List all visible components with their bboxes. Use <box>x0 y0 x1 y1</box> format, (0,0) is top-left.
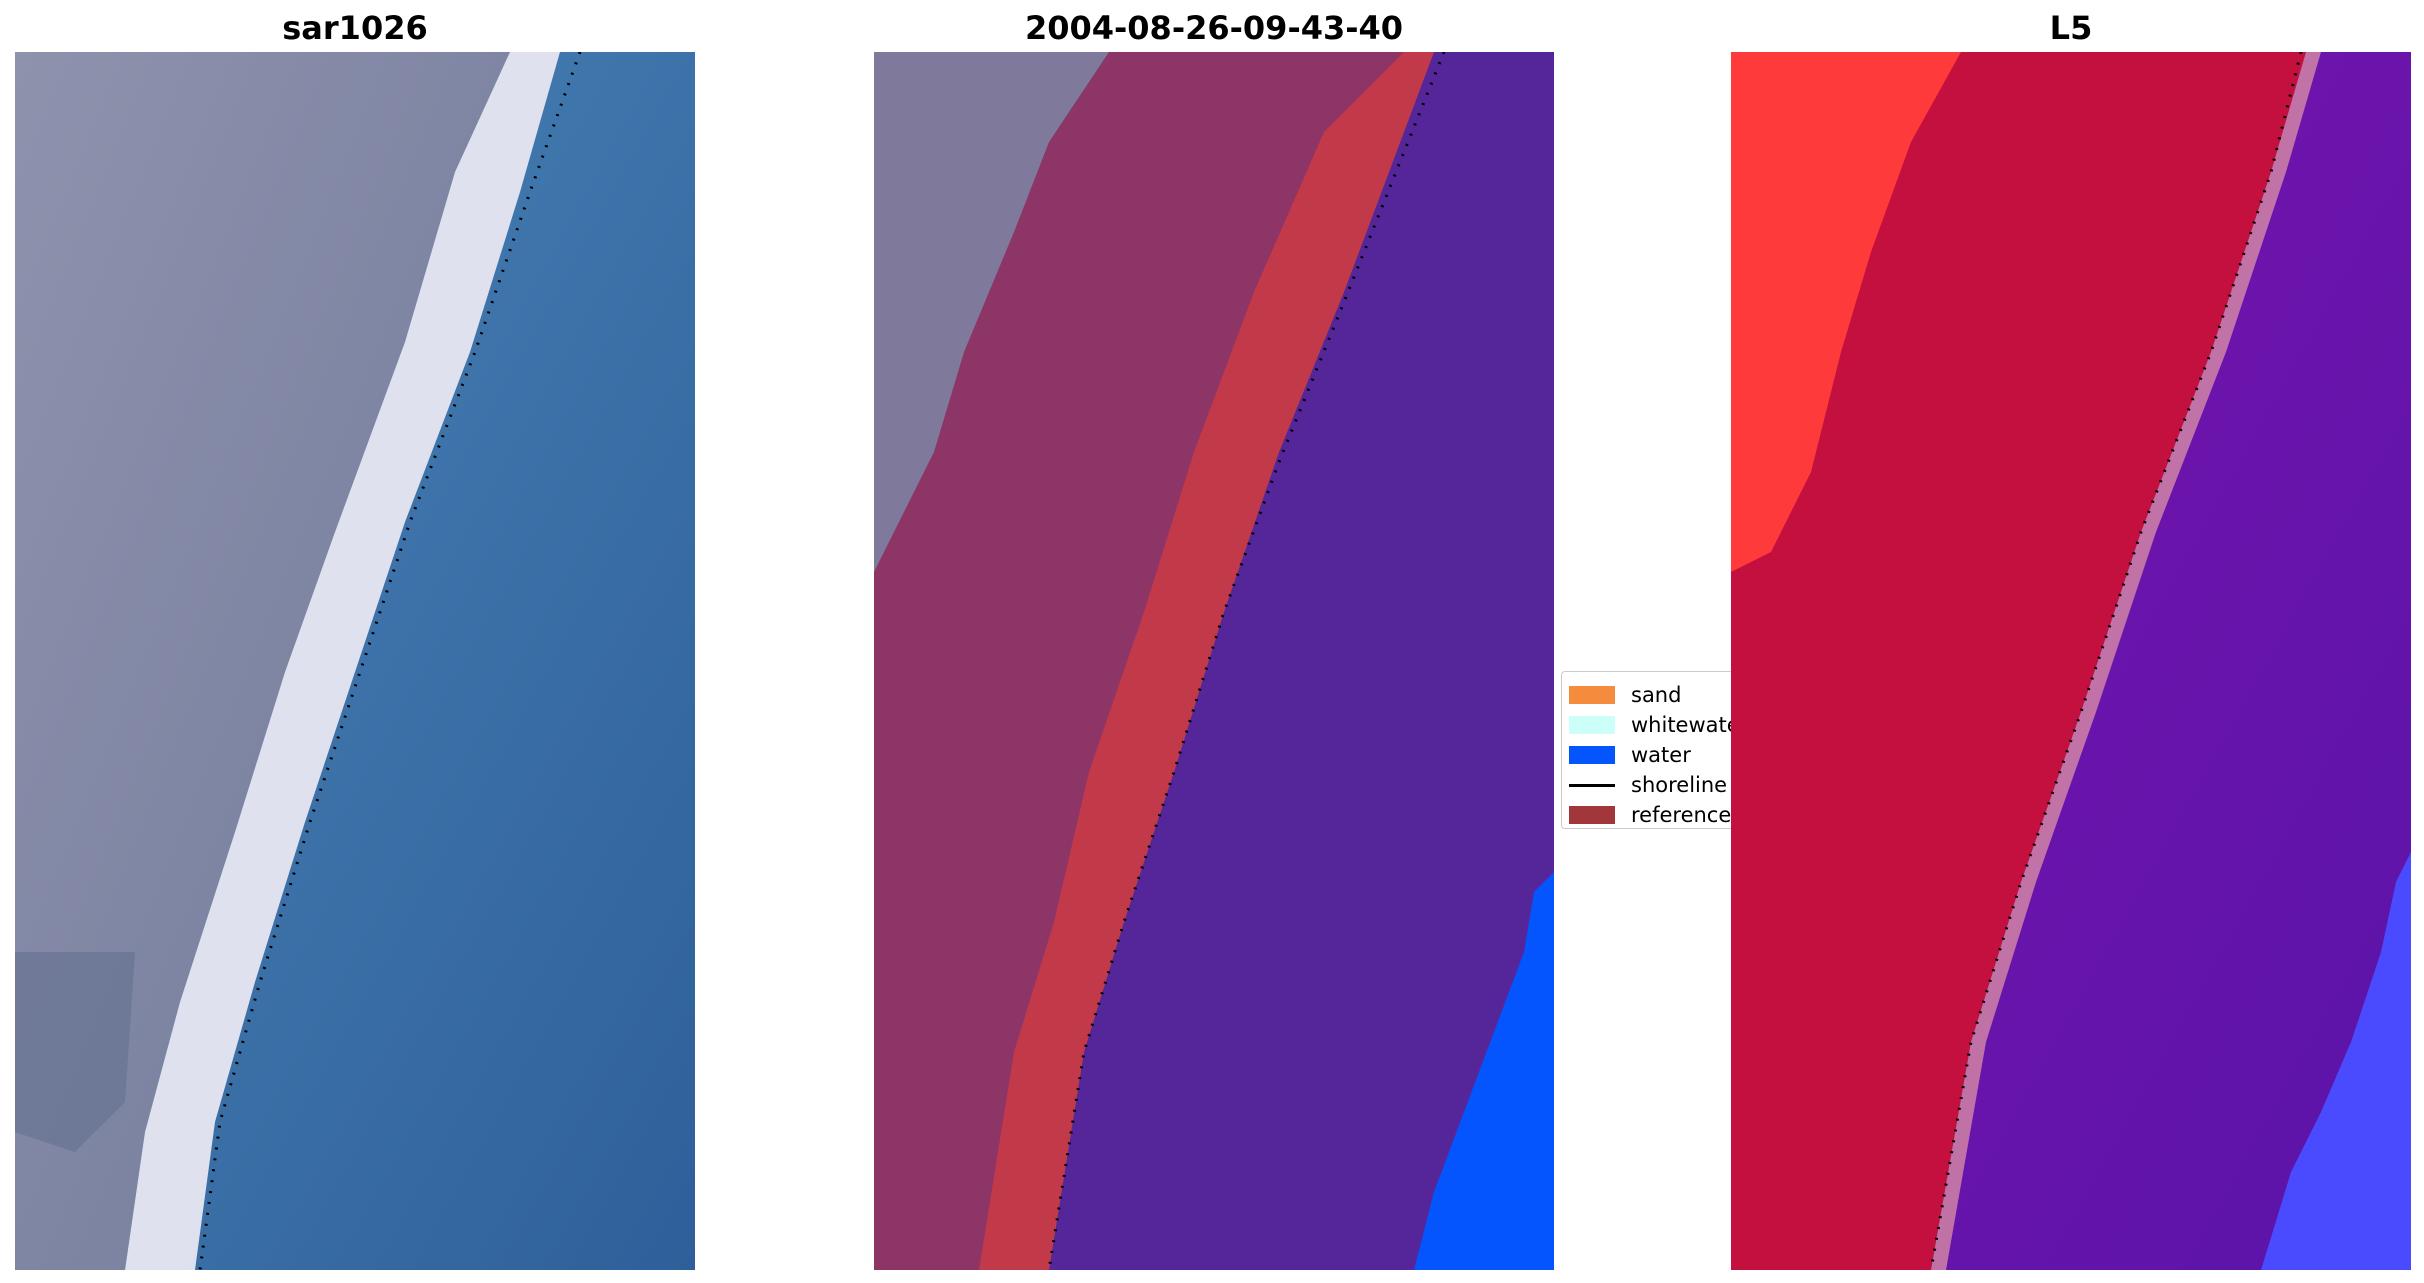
legend-item-sand: sand <box>1569 682 1681 708</box>
legend-swatch-sand <box>1569 686 1615 704</box>
classification-panel <box>874 52 1554 1270</box>
shoreline-dots <box>1929 52 2303 1270</box>
panel-title-rgb: sar1026 <box>282 9 428 47</box>
legend-label-water: water <box>1631 743 1691 767</box>
index-image <box>1731 52 2411 1270</box>
rgb-image-panel <box>15 52 695 1270</box>
index-panel <box>1731 52 2411 1270</box>
land-shadow <box>15 952 135 1152</box>
rgb-image <box>15 52 695 1270</box>
index-land <box>1731 52 2306 1270</box>
panel-title-classification: 2004-08-26-09-43-40 <box>1024 9 1404 47</box>
legend-item-whitewater: whitewater <box>1569 712 1731 738</box>
panel-title-index: L5 <box>2049 9 2093 47</box>
legend: sand whitewater water shoreline referenc… <box>1561 671 1731 829</box>
classification-image <box>874 52 1554 1270</box>
legend-item-water: water <box>1569 742 1691 768</box>
legend-item-shoreline: shoreline <box>1569 772 1727 798</box>
legend-label-reference: reference <box>1631 803 1731 827</box>
legend-line-shoreline <box>1569 783 1615 787</box>
class-unclassified-land <box>874 52 1109 572</box>
whitewater-band <box>125 52 560 1270</box>
index-land-bright <box>1731 52 1961 572</box>
index-water-bright <box>2261 852 2411 1270</box>
class-whitewater <box>979 52 1434 1270</box>
legend-swatch-reference <box>1569 806 1615 824</box>
legend-label-sand: sand <box>1631 683 1682 707</box>
legend-label-shoreline: shoreline <box>1631 773 1728 797</box>
legend-swatch-whitewater <box>1569 716 1615 734</box>
index-transition <box>1931 52 2321 1270</box>
land-area <box>15 52 510 1270</box>
legend-item-reference: reference <box>1569 802 1731 828</box>
legend-label-whitewater: whitewater <box>1631 713 1731 737</box>
legend-swatch-water <box>1569 746 1615 764</box>
class-water-bright <box>1414 872 1554 1270</box>
